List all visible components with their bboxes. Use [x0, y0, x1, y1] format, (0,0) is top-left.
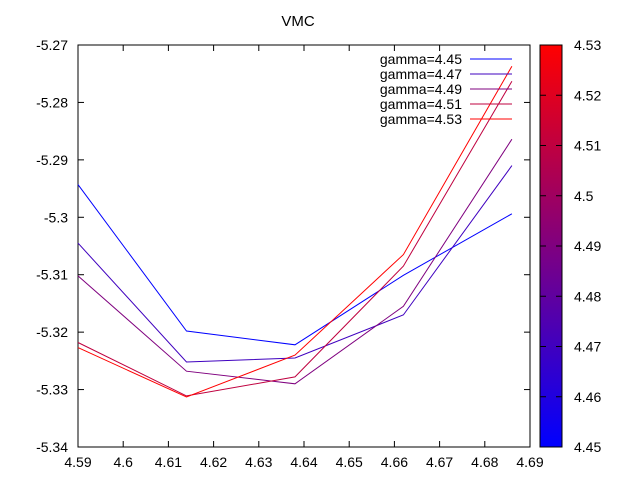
colorbar-tick-label: 4.45 — [574, 439, 601, 455]
chart-title: VMC — [281, 13, 315, 30]
colorbar-axis: 4.45 4.46 4.47 4.48 4.49 4.5 4.51 4.52 4.53 — [540, 37, 601, 455]
x-tick-label: 4.65 — [336, 454, 363, 470]
y-tick-label: -5.3 — [44, 209, 68, 225]
y-tick-label: -5.33 — [36, 382, 68, 398]
legend-label: gamma=4.53 — [380, 111, 462, 127]
colorbar-tick-label: 4.46 — [574, 389, 601, 405]
x-axis: 4.59 4.6 4.61 4.62 4.63 4.64 4.65 4.66 4.67 4.68 4… — [64, 45, 544, 470]
y-tick-label: -5.28 — [36, 94, 68, 110]
colorbar-tick-label: 4.47 — [574, 339, 601, 355]
legend-label: gamma=4.47 — [380, 66, 462, 82]
legend: gamma=4.45gamma=4.47gamma=4.49gamma=4.51… — [380, 51, 512, 127]
y-tick-label: -5.27 — [36, 37, 68, 53]
colorbar-tick-label: 4.52 — [574, 87, 601, 103]
x-tick-label: 4.61 — [155, 454, 182, 470]
x-tick-label: 4.63 — [245, 454, 272, 470]
colorbar-tick-label: 4.48 — [574, 288, 601, 304]
y-axis: -5.27 -5.28 -5.29 -5.3 -5.31 -5.32 -5.33 -5.34 — [36, 37, 530, 455]
y-tick-label: -5.31 — [36, 267, 68, 283]
legend-label: gamma=4.51 — [380, 96, 462, 112]
legend-label: gamma=4.49 — [380, 81, 462, 97]
colorbar-tick-label: 4.49 — [574, 238, 601, 254]
x-tick-label: 4.62 — [200, 454, 227, 470]
colorbar-tick-label: 4.51 — [574, 138, 601, 154]
colorbar-tick-label: 4.5 — [574, 188, 594, 204]
x-tick-label: 4.59 — [64, 454, 91, 470]
series-line-4 — [77, 65, 513, 398]
series-line-2 — [77, 138, 513, 385]
legend-label: gamma=4.45 — [380, 51, 462, 67]
x-tick-label: 4.64 — [290, 454, 317, 470]
y-tick-label: -5.29 — [36, 152, 68, 168]
x-tick-label: 4.68 — [471, 454, 498, 470]
y-tick-label: -5.32 — [36, 324, 68, 340]
x-tick-label: 4.6 — [113, 454, 133, 470]
x-tick-label: 4.67 — [426, 454, 453, 470]
x-tick-label: 4.69 — [516, 454, 543, 470]
series-line-3 — [77, 80, 513, 397]
plot-frame — [77, 44, 531, 448]
x-tick-label: 4.66 — [381, 454, 408, 470]
colorbar-tick-label: 4.53 — [574, 37, 601, 53]
series-line-1 — [77, 165, 513, 363]
series-lines — [77, 65, 513, 398]
series-line-0 — [77, 184, 513, 346]
y-tick-label: -5.34 — [36, 439, 68, 455]
